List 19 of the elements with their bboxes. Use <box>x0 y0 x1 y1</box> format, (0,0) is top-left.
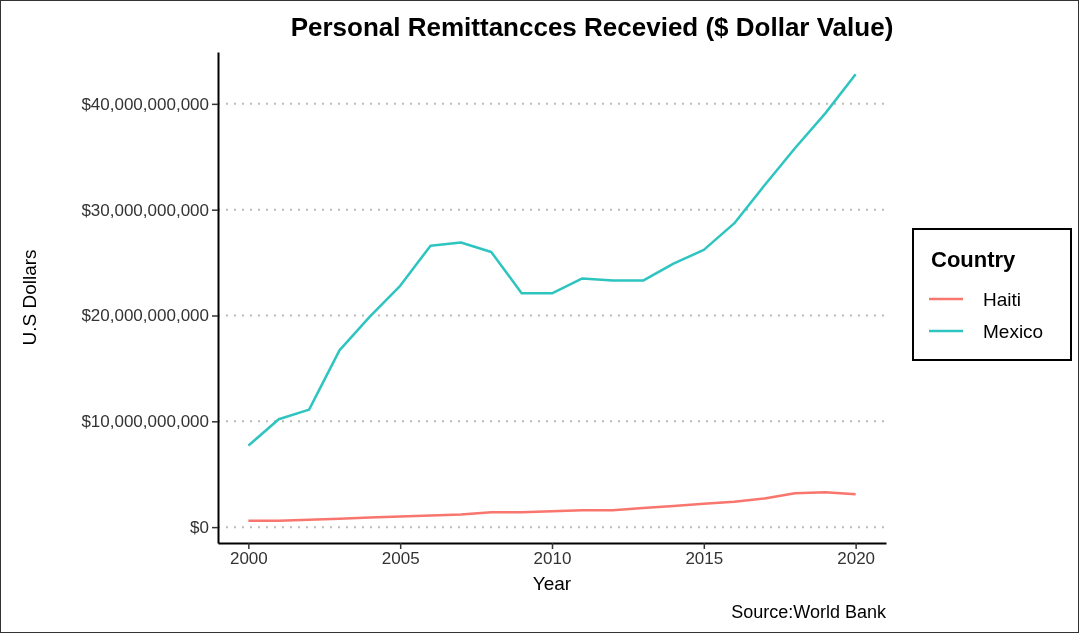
line-series <box>247 72 857 447</box>
chart-title: Personal Remittancces Recevied ($ Dollar Value) <box>290 12 894 42</box>
y-tick-label: $0 <box>190 518 209 538</box>
x-axis-title: Year <box>532 573 572 594</box>
legend-label: Mexico <box>983 321 1044 342</box>
x-tick-label: 2000 <box>229 549 268 569</box>
x-tick-label: 2020 <box>837 549 876 569</box>
line-series <box>247 490 857 523</box>
legend-title: Country <box>931 247 1017 272</box>
y-tick-label: $10,000,000,000 <box>81 412 209 432</box>
y-axis-title: U.S Dollars <box>19 249 40 346</box>
x-tick-label: 2005 <box>381 549 420 569</box>
source-note: Source:World Bank <box>731 602 887 622</box>
y-tick-label: $40,000,000,000 <box>81 94 209 114</box>
y-tick-label: $30,000,000,000 <box>81 200 209 220</box>
x-tick-label: 2010 <box>533 549 572 569</box>
y-tick-label: $20,000,000,000 <box>81 306 209 326</box>
legend-label: Haiti <box>983 289 1022 310</box>
x-tick-label: 2015 <box>685 549 724 569</box>
